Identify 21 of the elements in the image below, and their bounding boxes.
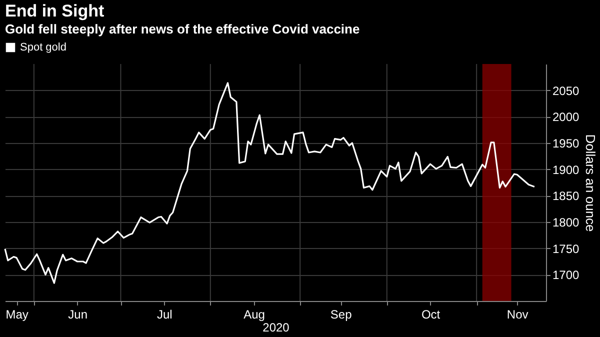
y-tick-label: 1750	[552, 242, 580, 256]
chart-title: End in Sight	[5, 2, 104, 20]
y-tick-label: 2050	[552, 84, 580, 98]
y-tick-label: 1950	[552, 136, 580, 150]
y-tick-label: 1850	[552, 189, 580, 204]
x-tick-label: Jul	[156, 308, 172, 322]
y-tick-label: 1800	[552, 216, 580, 230]
x-tick-label: Oct	[421, 308, 441, 322]
x-axis-title: 2020	[262, 320, 290, 334]
y-axis-title: Dollars an ounce	[583, 134, 598, 232]
legend-label: Spot gold	[20, 42, 66, 54]
y-tick-label: 1900	[552, 162, 580, 177]
x-tick-label: Sep	[330, 308, 352, 322]
x-tick-label: Nov	[506, 308, 528, 322]
y-tick-label: 2000	[552, 110, 580, 124]
chart-subtitle: Gold fell steeply after news of the effective Covid vaccine	[5, 22, 360, 36]
x-tick-label: Aug	[244, 308, 265, 322]
x-tick-label: Jun	[68, 308, 88, 322]
y-tick-label: 1700	[552, 268, 580, 282]
line-series	[4, 82, 536, 284]
x-tick-label: May	[6, 308, 28, 322]
